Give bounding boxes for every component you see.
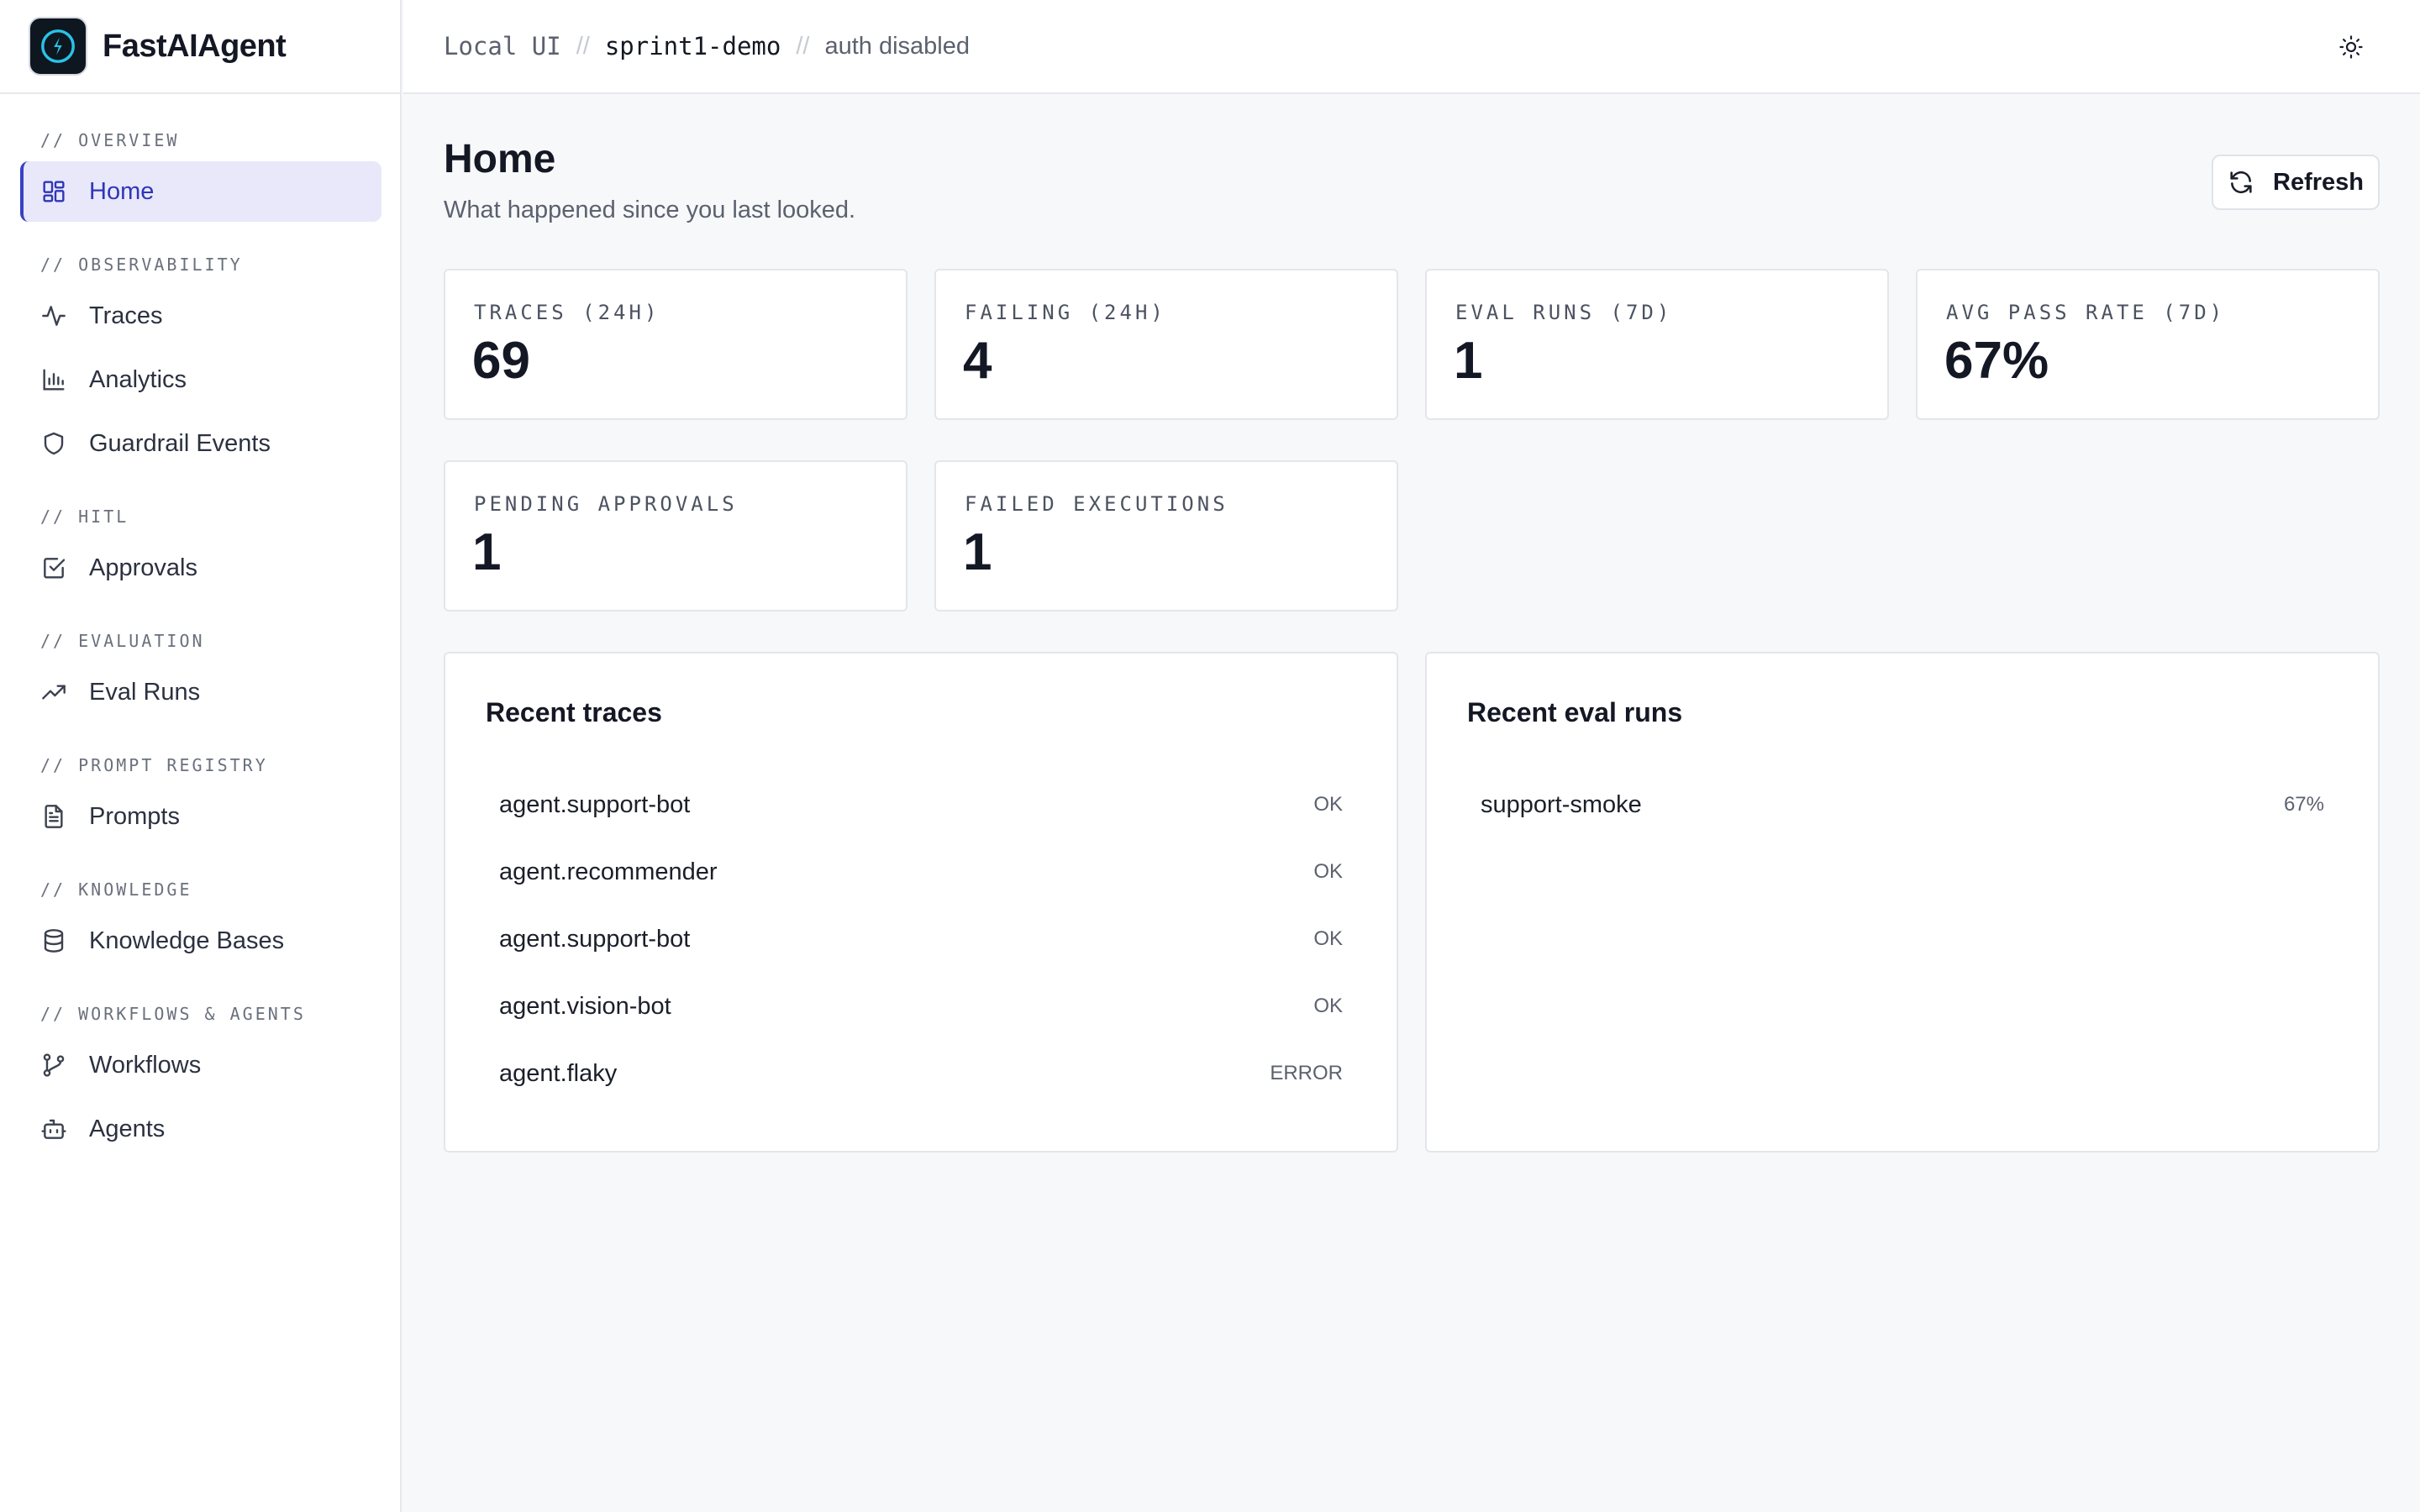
trace-name: agent.flaky	[499, 1059, 618, 1087]
sidebar-item-prompts[interactable]: Prompts	[20, 786, 381, 847]
stat-card-failing[interactable]: FAILING (24H) 4	[934, 269, 1398, 420]
breadcrumb-project[interactable]: sprint1-demo	[604, 32, 781, 60]
trace-status: OK	[1313, 860, 1343, 883]
checkbox-icon	[44, 558, 66, 579]
theme-toggle-button[interactable]	[2334, 30, 2368, 64]
trace-name: agent.support-bot	[499, 790, 691, 818]
page-subtitle: What happened since you last looked.	[444, 197, 856, 223]
sidebar-item-label: Eval Runs	[89, 678, 201, 706]
trace-name: agent.support-bot	[499, 925, 691, 953]
recent-evals-list: support-smoke 67%	[1481, 771, 2324, 838]
recent-traces-panel: Recent traces agent.support-bot OK agent…	[444, 652, 1398, 1152]
stat-card-failed-executions[interactable]: FAILED EXECUTIONS 1	[934, 460, 1398, 612]
nav-section-label: // EVALUATION	[40, 631, 205, 651]
stat-card-eval-runs[interactable]: EVAL RUNS (7D) 1	[1425, 269, 1889, 420]
list-item[interactable]: agent.flaky ERROR	[499, 1040, 1343, 1107]
stat-label: FAILED EXECUTIONS	[965, 492, 1228, 516]
nav-section-label: // PROMPT REGISTRY	[40, 755, 268, 775]
list-item[interactable]: agent.vision-bot OK	[499, 973, 1343, 1040]
bar-chart-icon	[43, 369, 65, 391]
refresh-label: Refresh	[2273, 168, 2364, 196]
app-name: FastAIAgent	[103, 28, 287, 64]
list-item[interactable]: agent.support-bot OK	[499, 771, 1343, 838]
breadcrumb-separator: //	[796, 32, 810, 60]
list-item[interactable]: support-smoke 67%	[1481, 771, 2324, 838]
stat-label: FAILING (24H)	[965, 301, 1166, 324]
sidebar-item-label: Knowledge Bases	[89, 927, 285, 954]
sidebar-item-home[interactable]: Home	[20, 161, 381, 222]
activity-icon	[42, 306, 66, 326]
sidebar-item-label: Agents	[89, 1115, 166, 1142]
trace-status: OK	[1313, 927, 1343, 950]
trace-status: OK	[1313, 793, 1343, 816]
nav-section-label: // HITL	[40, 507, 129, 527]
shield-icon	[44, 432, 64, 455]
stat-value: 1	[1454, 332, 1483, 390]
sidebar-item-eval-runs[interactable]: Eval Runs	[20, 662, 381, 722]
stat-card-avg-pass-rate[interactable]: AVG PASS RATE (7D) 67%	[1916, 269, 2380, 420]
brand[interactable]: FastAIAgent	[0, 0, 400, 94]
trace-status: ERROR	[1270, 1062, 1343, 1084]
refresh-button[interactable]: Refresh	[2212, 155, 2380, 210]
sidebar-item-analytics[interactable]: Analytics	[20, 349, 381, 410]
stat-value: 1	[963, 523, 992, 581]
sidebar-item-traces[interactable]: Traces	[20, 286, 381, 346]
sidebar-item-workflows[interactable]: Workflows	[20, 1035, 381, 1095]
nav-section-label: // OBSERVABILITY	[40, 255, 243, 275]
refresh-icon	[2230, 171, 2252, 194]
stat-label: AVG PASS RATE (7D)	[1946, 301, 2226, 324]
breadcrumb-separator: //	[576, 32, 590, 60]
recent-eval-runs-panel: Recent eval runs support-smoke 67%	[1425, 652, 2380, 1152]
nav-section-label: // KNOWLEDGE	[40, 879, 192, 900]
sidebar-item-label: Workflows	[89, 1051, 202, 1079]
stat-card-traces[interactable]: TRACES (24H) 69	[444, 269, 908, 420]
top-bar: Local UI // sprint1-demo // auth disable…	[403, 0, 2420, 94]
stat-value: 1	[472, 523, 502, 581]
list-item[interactable]: agent.support-bot OK	[499, 906, 1343, 973]
stat-card-pending-approvals[interactable]: PENDING APPROVALS 1	[444, 460, 908, 612]
stat-label: PENDING APPROVALS	[474, 492, 738, 516]
sidebar-item-label: Home	[89, 177, 155, 205]
nav-section-label: // WORKFLOWS & AGENTS	[40, 1004, 306, 1024]
panel-title: Recent eval runs	[1467, 697, 1683, 727]
list-item[interactable]: agent.recommender OK	[499, 838, 1343, 906]
sidebar-item-guardrail-events[interactable]: Guardrail Events	[20, 413, 381, 474]
sidebar-item-label: Prompts	[89, 802, 180, 830]
sidebar-item-label: Guardrail Events	[89, 429, 271, 457]
nav-section-label: // OVERVIEW	[40, 130, 180, 150]
sidebar-item-approvals[interactable]: Approvals	[20, 538, 381, 598]
stat-label: TRACES (24H)	[474, 301, 660, 324]
trending-up-icon	[42, 685, 66, 700]
database-icon	[44, 929, 64, 953]
sidebar-item-label: Analytics	[89, 365, 187, 393]
git-branch-icon	[43, 1053, 65, 1077]
breadcrumb-env: Local UI	[444, 32, 561, 60]
sidebar-item-label: Traces	[89, 302, 163, 329]
stat-label: EVAL RUNS (7D)	[1455, 301, 1673, 324]
stat-value: 69	[472, 332, 530, 390]
recent-traces-list: agent.support-bot OK agent.recommender O…	[499, 771, 1343, 1107]
eval-run-name: support-smoke	[1481, 790, 1642, 818]
breadcrumb-auth: auth disabled	[824, 32, 970, 60]
dashboard-icon	[43, 181, 65, 202]
sidebar-item-label: Approvals	[89, 554, 197, 581]
stat-value: 67%	[1944, 332, 2049, 390]
file-text-icon	[45, 805, 63, 828]
sidebar-item-knowledge-bases[interactable]: Knowledge Bases	[20, 911, 381, 971]
sidebar-item-agents[interactable]: Agents	[20, 1099, 381, 1159]
lightning-logo-icon	[29, 17, 87, 76]
panel-title: Recent traces	[486, 697, 662, 727]
sidebar: FastAIAgent // OVERVIEW Home // OBSERVAB…	[0, 0, 402, 1512]
sidebar-nav: // OVERVIEW Home // OBSERVABILITY Traces…	[0, 94, 400, 1159]
sun-icon	[2339, 35, 2363, 59]
trace-name: agent.vision-bot	[499, 992, 671, 1020]
eval-run-pass-rate: 67%	[2283, 793, 2324, 816]
trace-status: OK	[1313, 995, 1343, 1017]
trace-name: agent.recommender	[499, 858, 718, 885]
bot-icon	[41, 1119, 66, 1139]
stat-value: 4	[963, 332, 992, 390]
page-title: Home	[444, 137, 556, 181]
